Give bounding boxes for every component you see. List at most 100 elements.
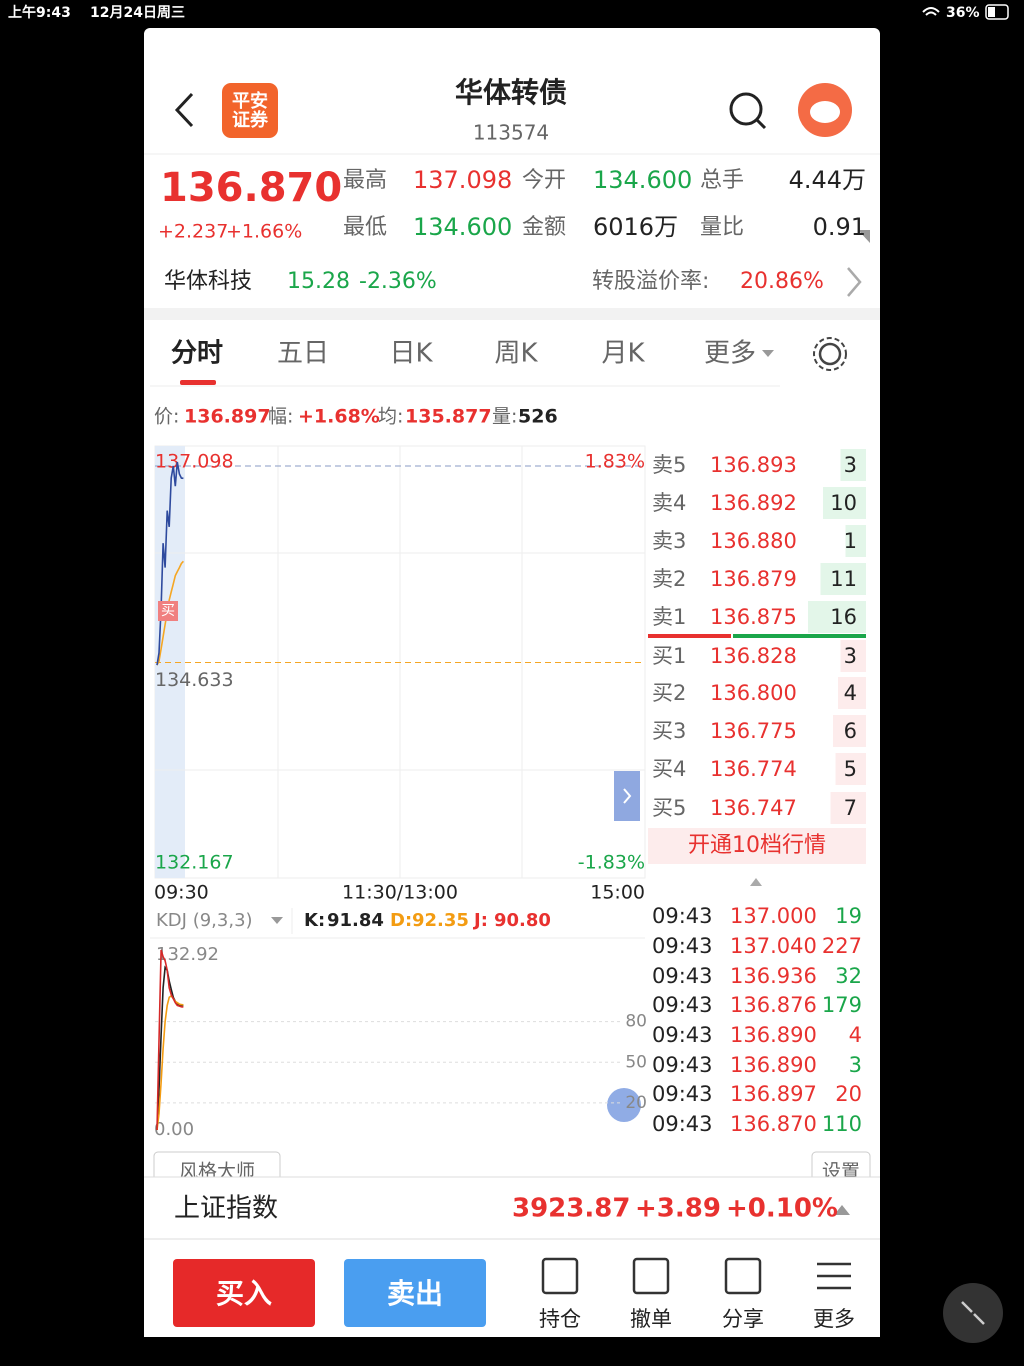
stat-label: 最高 (343, 168, 387, 193)
panel-toggle-arrow (623, 788, 632, 804)
stat-value: 134.600 (593, 166, 692, 194)
separator-band (144, 308, 880, 320)
underlying-change: -2.36% (359, 269, 437, 294)
tab[interactable]: 更多 (704, 339, 756, 369)
upgrade-link[interactable]: 开通10档行情 (688, 833, 826, 858)
tool-icon[interactable] (632, 1257, 670, 1295)
j-label: J: (472, 910, 488, 931)
tab[interactable]: 五日 (277, 339, 329, 369)
trade-volume: 227 (822, 934, 862, 958)
book-volume: 3 (844, 453, 857, 477)
trade-volume: 179 (822, 993, 862, 1017)
series-line (156, 461, 184, 666)
tab[interactable]: 分时 (171, 339, 223, 369)
underlying-chevron[interactable] (847, 267, 862, 297)
price-change: +2.237 (158, 221, 228, 243)
index-change-pct: +0.10% (726, 1194, 838, 1224)
tab[interactable]: 日K (389, 339, 433, 369)
trade-volume: 19 (835, 904, 862, 928)
indicator-name[interactable]: KDJ (9,3,3) (156, 910, 253, 931)
stat-value: 134.600 (413, 213, 512, 241)
book-price: 136.893 (710, 453, 797, 477)
trade-time: 09:43 (652, 1082, 713, 1106)
broker-logo (222, 83, 278, 138)
kdj-caret (271, 917, 283, 924)
settings-button[interactable] (818, 342, 842, 366)
book-label: 卖4 (652, 491, 686, 515)
app-panel (144, 28, 880, 1337)
trade-time: 09:43 (652, 904, 713, 928)
book-price: 136.747 (710, 796, 797, 820)
logo-text: 平安 (232, 90, 268, 112)
zoom-button[interactable] (607, 1088, 641, 1122)
volume-bar (823, 487, 866, 519)
time-label: 09:30 (154, 882, 209, 904)
buy-label[interactable]: 买入 (216, 1277, 272, 1310)
info-value: 135.877 (405, 406, 492, 428)
page-title: 华体转债 (455, 76, 567, 109)
kdj-min-label: 0.00 (154, 1119, 194, 1140)
volume-bar (833, 715, 866, 747)
sell-button[interactable] (344, 1259, 486, 1327)
tool-icon[interactable] (541, 1257, 579, 1295)
book-price: 136.775 (710, 719, 797, 743)
info-value: 526 (518, 406, 558, 428)
buy-button[interactable] (173, 1259, 315, 1327)
upgrade-bg[interactable] (648, 828, 866, 864)
trade-time: 09:43 (652, 993, 713, 1017)
tool-label[interactable]: 分享 (722, 1307, 764, 1331)
tool-icon[interactable] (817, 1262, 851, 1290)
book-volume: 16 (830, 605, 857, 629)
kdj-max-label: 132.92 (156, 944, 219, 965)
stat-value: 6016万 (593, 213, 678, 241)
k-value: 91.84 (327, 910, 384, 931)
scroll-up[interactable] (750, 878, 762, 886)
sell-label[interactable]: 卖出 (387, 1277, 443, 1310)
premium-value: 20.86% (740, 269, 824, 294)
prev-close-label: 134.633 (155, 669, 234, 691)
trade-volume: 110 (822, 1112, 862, 1136)
search-button[interactable] (729, 92, 763, 126)
volume-bar (820, 563, 866, 595)
book-label: 买5 (652, 796, 686, 820)
volume-bar (835, 753, 866, 785)
back-button[interactable] (174, 92, 194, 128)
book-volume: 4 (844, 681, 857, 705)
tool-label[interactable]: 撤单 (630, 1307, 672, 1331)
tab[interactable]: 月K (601, 339, 645, 369)
index-expand[interactable] (834, 1205, 850, 1215)
time-label: 11:30/13:00 (342, 882, 458, 904)
underlying-name[interactable]: 华体科技 (164, 269, 252, 294)
trade-price: 137.000 (730, 904, 817, 928)
d-value: 92.35 (412, 910, 469, 931)
expand-corner[interactable] (858, 230, 870, 243)
tool-label[interactable]: 持仓 (539, 1307, 581, 1331)
logo-text: 证券 (232, 109, 269, 131)
trade-price: 136.870 (730, 1112, 817, 1136)
volume-bar (845, 525, 866, 557)
panel-toggle[interactable] (614, 771, 640, 821)
stat-label: 最低 (343, 215, 387, 240)
status-time: 上午9:43 (8, 4, 71, 21)
trade-price: 136.890 (730, 1053, 817, 1077)
tool-label[interactable]: 更多 (813, 1307, 855, 1331)
y-tick-label: 20 (625, 1093, 647, 1113)
book-label: 卖3 (652, 529, 686, 553)
trade-time: 09:43 (652, 964, 713, 988)
tool-icon[interactable] (724, 1257, 762, 1295)
book-price: 136.800 (710, 681, 797, 705)
d-label: D: (390, 910, 412, 931)
search-handle (755, 118, 767, 130)
float-button[interactable] (943, 1283, 1003, 1343)
volume-bar (840, 640, 866, 672)
book-split-green (733, 634, 866, 638)
tab[interactable]: 周K (494, 339, 538, 369)
battery-level (988, 7, 995, 17)
trade-volume: 3 (849, 1053, 862, 1077)
tab-indicator (180, 380, 216, 385)
info-label: 量: (492, 406, 517, 428)
y-tick-label: 80 (625, 1012, 647, 1032)
info-label: 均: (378, 406, 403, 428)
